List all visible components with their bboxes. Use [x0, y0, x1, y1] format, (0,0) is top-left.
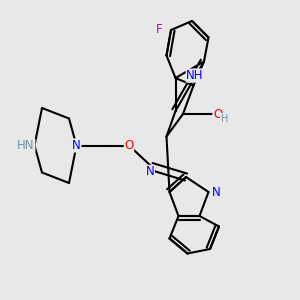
Text: O: O	[124, 139, 134, 152]
Text: F: F	[156, 22, 163, 36]
Text: NH: NH	[186, 69, 204, 82]
Text: H: H	[221, 113, 228, 124]
Text: N: N	[212, 185, 220, 199]
Text: HN: HN	[17, 139, 35, 152]
Text: N: N	[146, 165, 154, 178]
Text: N: N	[72, 139, 81, 152]
Text: O: O	[213, 107, 222, 121]
